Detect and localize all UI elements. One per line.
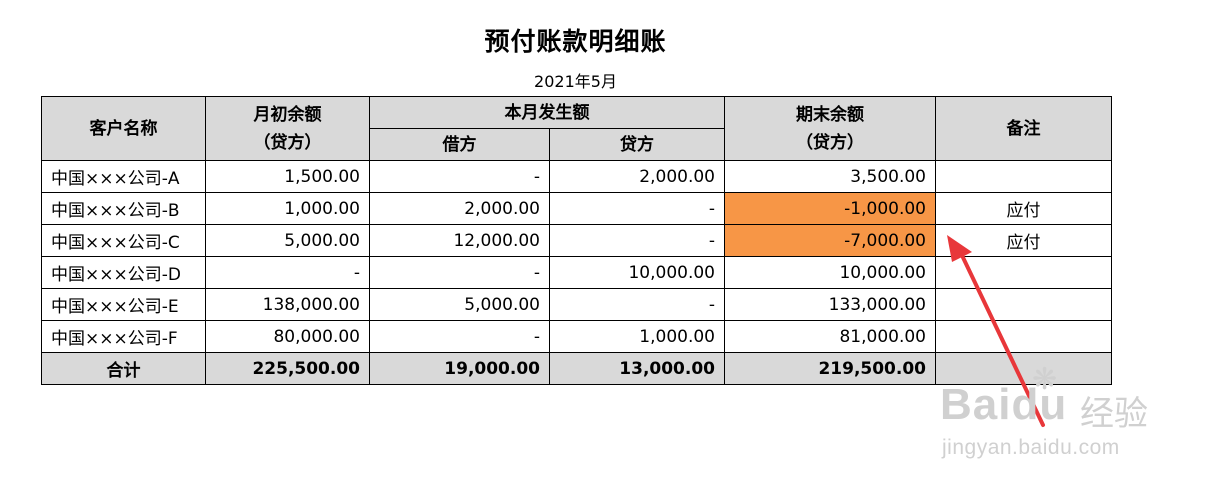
cell-opening: 1,500.00	[205, 160, 370, 193]
total-debit: 19,000.00	[369, 352, 550, 385]
total-row: 合计 225,500.00 19,000.00 13,000.00 219,50…	[41, 352, 1112, 385]
header-opening-line1: 月初余额	[253, 104, 322, 125]
header-closing: 期末余额 （贷方）	[724, 96, 936, 161]
cell-credit: -	[549, 288, 725, 321]
cell-closing: 133,000.00	[724, 288, 936, 321]
total-label: 合计	[41, 352, 206, 385]
total-opening: 225,500.00	[205, 352, 370, 385]
header-note: 备注	[935, 96, 1112, 161]
cell-debit: 2,000.00	[369, 192, 550, 225]
document-period: 2021年5月	[534, 72, 617, 91]
paw-icon: ❋	[1032, 363, 1058, 396]
table-row: 中国×××公司-F 80,000.00 - 1,000.00 81,000.00	[41, 320, 1112, 353]
cell-credit: -	[549, 224, 725, 257]
watermark-url: jingyan.baidu.com	[942, 436, 1120, 459]
cell-closing: 10,000.00	[724, 256, 936, 289]
header-current-period: 本月发生额	[369, 96, 725, 129]
cell-debit: -	[369, 320, 550, 353]
cell-opening: 138,000.00	[205, 288, 370, 321]
cell-closing: 3,500.00	[724, 160, 936, 193]
cell-closing: 81,000.00	[724, 320, 936, 353]
table-row: 中国×××公司-B 1,000.00 2,000.00 - -1,000.00 …	[41, 192, 1112, 225]
total-credit: 13,000.00	[549, 352, 725, 385]
cell-customer: 中国×××公司-F	[41, 320, 206, 353]
document-title: 预付账款明细账	[484, 27, 667, 56]
cell-credit: 2,000.00	[549, 160, 725, 193]
table-row: 中国×××公司-A 1,500.00 - 2,000.00 3,500.00	[41, 160, 1112, 193]
header-closing-line1: 期末余额	[796, 104, 864, 125]
watermark-cn: 经验	[1080, 395, 1148, 433]
header-opening-line2: （贷方）	[253, 132, 322, 153]
header-credit: 贷方	[549, 128, 725, 161]
subheader-row: 借方 贷方	[42, 128, 1112, 161]
table-row: 中国×××公司-D - - 10,000.00 10,000.00	[41, 256, 1112, 289]
ledger-table: 客户名称 月初余额 （贷方） 本月发生额 期末余额 （贷方） 备注 借方 贷方 …	[41, 96, 1112, 385]
cell-customer: 中国×××公司-A	[41, 160, 206, 193]
total-closing: 219,500.00	[724, 352, 936, 385]
cell-opening: 80,000.00	[205, 320, 370, 353]
cell-note: 应付	[935, 192, 1112, 225]
cell-closing-highlighted: -1,000.00	[724, 192, 936, 225]
cell-credit: 1,000.00	[549, 320, 725, 353]
table-row: 中国×××公司-E 138,000.00 5,000.00 - 133,000.…	[41, 288, 1112, 321]
header-row: 客户名称 月初余额 （贷方） 本月发生额 期末余额 （贷方） 备注	[41, 96, 1112, 161]
header-customer: 客户名称	[41, 96, 206, 161]
cell-customer: 中国×××公司-E	[41, 288, 206, 321]
cell-customer: 中国×××公司-B	[41, 192, 206, 225]
header-debit: 借方	[369, 128, 550, 161]
cell-debit: 5,000.00	[369, 288, 550, 321]
cell-credit: -	[549, 192, 725, 225]
header-closing-line2: （贷方）	[796, 132, 864, 153]
watermark-logo: Baidu	[940, 380, 1068, 429]
total-note	[935, 352, 1112, 385]
baidu-watermark: Baidu ❋ 经验 jingyan.baidu.com	[940, 363, 1190, 475]
